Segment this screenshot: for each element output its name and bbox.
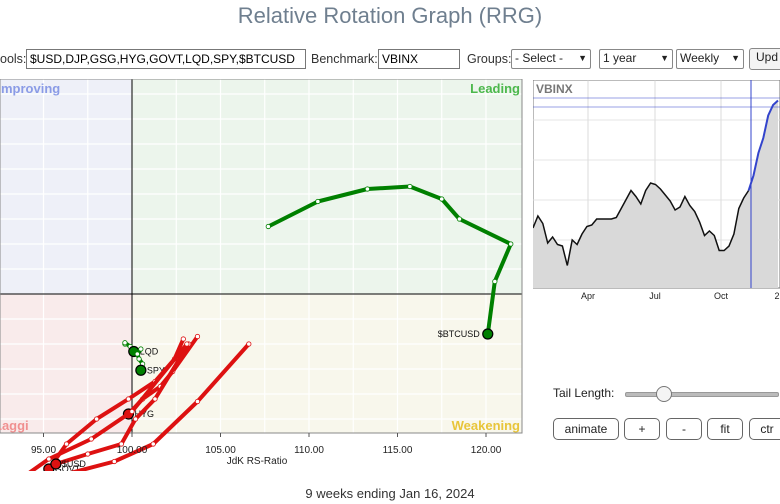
tail-point xyxy=(508,241,514,247)
tail-point xyxy=(46,456,52,462)
benchmark-area xyxy=(533,100,778,288)
symbol-label: $USD xyxy=(62,459,87,469)
tail-point xyxy=(132,416,139,422)
zoom-out-button[interactable]: - xyxy=(666,418,702,440)
tail-point xyxy=(150,441,156,447)
tail-point xyxy=(180,336,186,342)
tail-point xyxy=(265,223,271,230)
x-tick-label: 110.00 xyxy=(294,445,324,456)
x-tick-label: 105.00 xyxy=(205,445,236,456)
tail-spy[interactable]: SPY xyxy=(134,346,165,376)
fit-button[interactable]: fit xyxy=(707,418,743,440)
x-tick-label: 95.00 xyxy=(31,445,56,456)
symbols-input[interactable] xyxy=(26,49,306,69)
period-select[interactable]: 1 year ▼ xyxy=(599,49,673,69)
benchmark-line xyxy=(533,182,750,266)
chevron-down-icon: ▼ xyxy=(660,53,669,63)
month-label: 2 xyxy=(774,291,779,301)
tail-length-slider[interactable] xyxy=(625,392,779,397)
tail-point xyxy=(118,441,124,447)
tail-point xyxy=(152,396,158,402)
tail-point xyxy=(194,333,201,340)
benchmark-line-recent xyxy=(747,99,779,191)
plot-border xyxy=(0,79,523,434)
tail-djp[interactable]: DJP xyxy=(7,341,252,471)
tail-point xyxy=(134,351,140,357)
tail-point xyxy=(456,216,463,222)
groups-label: Groups: xyxy=(467,52,512,66)
tail-point xyxy=(194,398,201,405)
symbol-label: GOVT xyxy=(55,464,81,471)
head-point[interactable] xyxy=(135,364,147,376)
tail-point xyxy=(125,396,132,402)
tail-length-label: Tail Length: xyxy=(553,386,615,400)
month-label: Apr xyxy=(581,291,595,301)
month-label: Jul xyxy=(649,291,661,301)
tail-point xyxy=(492,278,498,285)
rrg-plot[interactable]: mproving Leading Weakening Laggi $BTCUSD… xyxy=(0,79,526,471)
page-title: Relative Rotation Graph (RRG) xyxy=(237,3,543,28)
tail-point xyxy=(111,458,117,465)
tail-btcusd[interactable]: $BTCUSD xyxy=(265,183,514,340)
quadrant-label-improving: mproving xyxy=(1,81,60,96)
tail-point xyxy=(94,416,100,422)
tail-usd[interactable]: $USD xyxy=(50,341,192,470)
tail-point xyxy=(63,441,70,447)
symbol-label: LQD xyxy=(140,347,159,357)
tail-point xyxy=(439,196,445,202)
head-point[interactable] xyxy=(482,328,494,340)
benchmark-label: Benchmark: xyxy=(311,52,378,66)
head-point[interactable] xyxy=(50,458,62,470)
tail-point xyxy=(122,340,128,346)
tail-length-slider-handle[interactable] xyxy=(656,386,672,402)
quadrant-label-lagging: Laggi xyxy=(0,418,29,433)
benchmark-input[interactable] xyxy=(378,49,460,69)
center-button[interactable]: ctr xyxy=(749,418,780,440)
quadrant-improving xyxy=(0,79,132,294)
quadrant-lagging xyxy=(0,294,132,433)
x-axis-label: JdK RS-Ratio xyxy=(227,456,288,467)
symbol-label: HYG xyxy=(134,409,154,419)
toolbar: ools: Benchmark: Groups: - Select - ▼ 1 y… xyxy=(0,48,780,70)
frequency-value: Weekly xyxy=(680,51,720,65)
tail-gsg[interactable]: GSG xyxy=(0,341,190,471)
x-tick-label: 115.00 xyxy=(383,445,413,456)
symbols-label: ools: xyxy=(0,52,27,66)
tail-point xyxy=(129,408,135,415)
tail-point xyxy=(136,356,142,362)
groups-value: - Select - xyxy=(515,51,564,65)
frequency-select[interactable]: Weekly ▼ xyxy=(676,49,744,69)
chevron-down-icon: ▼ xyxy=(731,53,740,63)
animate-button[interactable]: animate xyxy=(553,418,619,440)
date-range-label: 9 weeks ending Jan 16, 2024 xyxy=(305,486,475,501)
quadrant-label-leading: Leading xyxy=(470,81,520,96)
benchmark-chart: VBINX Apr Jul Oct 2 xyxy=(533,80,780,301)
symbol-label: SPY xyxy=(147,365,165,375)
tail-point xyxy=(138,346,144,352)
tail-point xyxy=(246,341,252,347)
chevron-down-icon: ▼ xyxy=(578,53,587,63)
grid xyxy=(0,79,522,433)
period-value: 1 year xyxy=(603,51,637,65)
x-tick-label: 100.00 xyxy=(117,445,148,456)
tail-point xyxy=(407,183,413,190)
x-tick-label: 120.00 xyxy=(471,445,502,456)
groups-select[interactable]: - Select - ▼ xyxy=(511,49,591,69)
month-label: Oct xyxy=(714,291,729,301)
update-button[interactable]: Upd xyxy=(749,48,780,70)
tail-point xyxy=(364,186,371,192)
tail-point xyxy=(85,451,91,457)
quadrant-weakening xyxy=(132,294,522,433)
tail-point xyxy=(184,341,190,347)
benchmark-title: VBINX xyxy=(536,82,573,96)
quadrant-label-weakening: Weakening xyxy=(452,418,520,433)
x-ticks: 95.00 100.00 105.00 110.00 115.00 120.00 xyxy=(31,433,502,456)
symbol-label: $BTCUSD xyxy=(438,329,481,339)
tails-layer: $BTCUSD LQD SPY GOVT HYG $USDDJPGSG xyxy=(0,183,514,471)
tail-point xyxy=(315,198,321,205)
tail-point xyxy=(88,436,94,442)
quadrant-leading xyxy=(132,79,522,294)
zoom-in-button[interactable]: + xyxy=(624,418,660,440)
